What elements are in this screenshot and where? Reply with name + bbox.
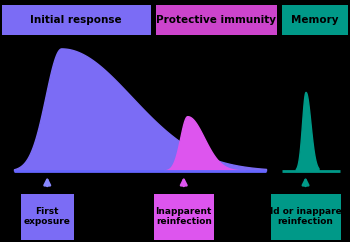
FancyBboxPatch shape <box>21 194 74 240</box>
FancyBboxPatch shape <box>2 5 150 35</box>
Text: Mild or inapparent
reinfection: Mild or inapparent reinfection <box>258 207 350 226</box>
Text: Initial response: Initial response <box>30 15 122 25</box>
FancyBboxPatch shape <box>156 5 276 35</box>
Text: Protective immunity: Protective immunity <box>156 15 276 25</box>
Text: Inapparent
reinfection: Inapparent reinfection <box>155 207 212 226</box>
FancyBboxPatch shape <box>282 5 348 35</box>
Text: Memory: Memory <box>291 15 339 25</box>
FancyBboxPatch shape <box>271 194 341 240</box>
Text: First
exposure: First exposure <box>24 207 71 226</box>
FancyBboxPatch shape <box>154 194 214 240</box>
